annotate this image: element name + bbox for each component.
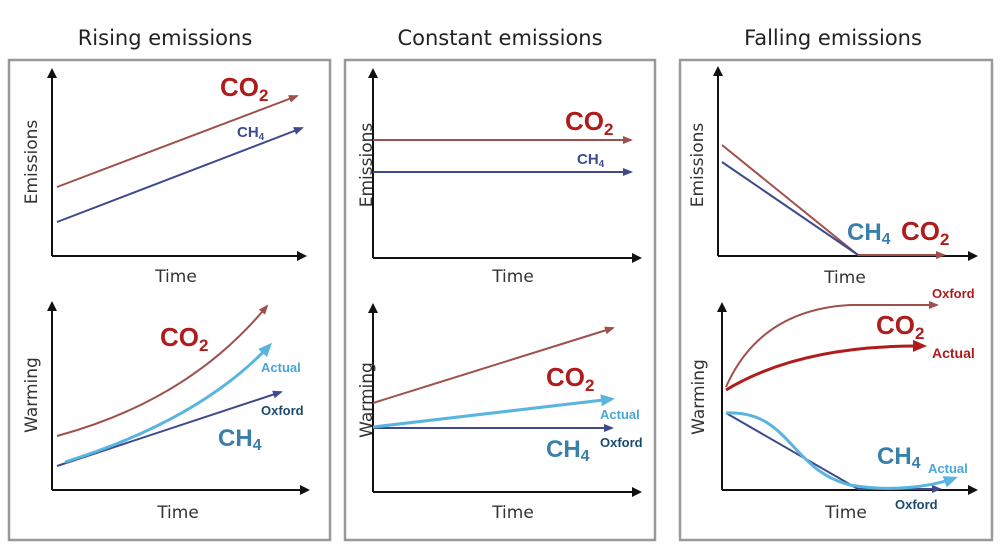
warming-chart: Warming Time Oxford CO2 Actual CH4 Actua… xyxy=(689,286,978,523)
x-axis-label: Time xyxy=(154,267,197,287)
actual-label: Actual xyxy=(600,407,640,422)
panel-title: Rising emissions xyxy=(78,26,253,50)
co2-label: CO2 xyxy=(901,216,949,249)
ch4-label: CH4 xyxy=(847,219,891,248)
co2-oxford-label: Oxford xyxy=(932,286,975,301)
y-axis-label: Emissions xyxy=(688,123,708,208)
co2-line xyxy=(56,95,299,188)
co2-label: CO2 xyxy=(160,322,208,355)
oxford-label: Oxford xyxy=(261,403,304,418)
ch4-label: CH4 xyxy=(218,425,262,454)
ch4-label: CH4 xyxy=(546,436,590,465)
ch4-actual-label: Actual xyxy=(928,461,968,476)
oxford-label: Oxford xyxy=(600,435,643,450)
emissions-chart: Emissions Time CO2 CH4 xyxy=(22,68,307,287)
panel-frame xyxy=(678,58,994,542)
co2-actual-label: Actual xyxy=(932,345,975,361)
x-axis-label: Time xyxy=(824,503,867,523)
panel-rising: Rising emissions Emissions Time CO2 CH4 … xyxy=(7,26,332,542)
panel-title: Constant emissions xyxy=(397,26,602,50)
y-axis-label: Emissions xyxy=(22,120,42,205)
co2-line xyxy=(372,326,615,404)
co2-line xyxy=(56,304,269,437)
x-axis-label: Time xyxy=(156,503,199,523)
ch4-actual-line xyxy=(64,342,273,464)
ch4-line xyxy=(56,127,304,223)
emissions-chart: Emissions Time CH4 CO2 xyxy=(688,66,978,288)
panel-constant: Constant emissions Emissions Time CO2 CH… xyxy=(343,26,657,542)
panel-frame xyxy=(7,58,332,542)
panel-falling: Falling emissions Emissions Time CH4 CO2… xyxy=(678,26,994,542)
emissions-chart: Emissions Time CO2 CH4 xyxy=(357,68,642,287)
actual-label: Actual xyxy=(261,360,301,375)
y-axis-label: Warming xyxy=(689,359,709,435)
ch4-actual-line xyxy=(372,394,615,429)
ch4-line xyxy=(721,161,859,256)
co2-actual-line xyxy=(725,339,927,392)
ch4-label: CH4 xyxy=(237,124,265,143)
ch4-label: CH4 xyxy=(877,443,921,472)
co2-label: CO2 xyxy=(565,106,613,139)
warming-chart: Warming Time CO2 Actual Oxford CH4 xyxy=(22,301,310,523)
co2-oxford-line xyxy=(725,301,939,388)
x-axis-label: Time xyxy=(491,267,534,287)
co2-label: CO2 xyxy=(546,362,594,395)
ch4-actual-line xyxy=(725,411,958,490)
co2-label: CO2 xyxy=(876,310,924,343)
ch4-oxford-label: Oxford xyxy=(895,497,938,512)
x-axis-label: Time xyxy=(823,268,866,288)
y-axis-label: Emissions xyxy=(357,123,377,208)
panel-title: Falling emissions xyxy=(744,26,922,50)
y-axis-label: Warming xyxy=(357,362,377,438)
ch4-label: CH4 xyxy=(577,151,605,170)
x-axis-label: Time xyxy=(491,503,534,523)
panel-frame xyxy=(343,58,657,542)
ch4-oxford-line xyxy=(725,412,942,493)
warming-chart: Warming Time CO2 Actual CH4 Oxford xyxy=(357,303,643,523)
y-axis-label: Warming xyxy=(22,357,42,433)
co2-label: CO2 xyxy=(220,72,268,105)
